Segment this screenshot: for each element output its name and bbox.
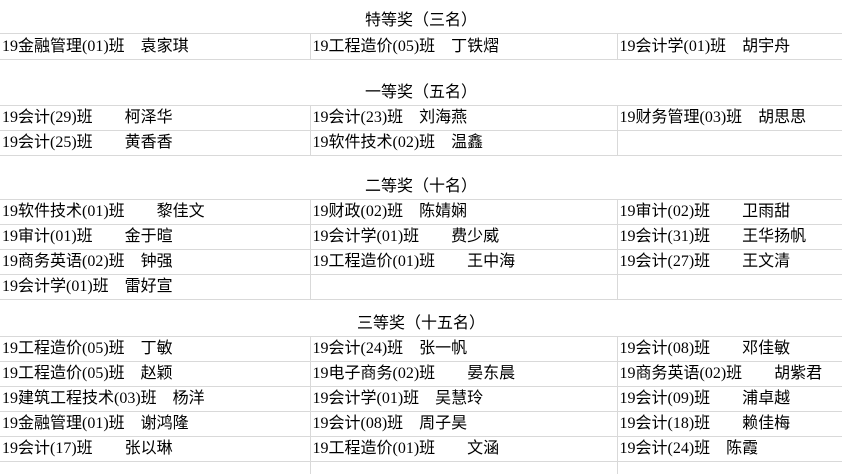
table-row: 19会计学(01)班 雷好宣 (0, 274, 842, 300)
award-cell: 19商务英语(02)班 胡紫君 (616, 361, 842, 387)
award-cell: 19会计学(01)班 吴慧玲 (309, 386, 618, 412)
section-gap (0, 156, 842, 174)
award-cell: 19会计(27)班 王文清 (616, 249, 842, 275)
table-row: 19建筑工程技术(03)班 杨洋 19会计学(01)班 吴慧玲 19会计(09)… (0, 386, 842, 412)
top-spacer (0, 0, 842, 8)
award-cell-empty (616, 274, 842, 300)
award-cell: 19软件技术(01)班 黎佳文 (0, 199, 311, 225)
award-table-second-prize: 19软件技术(01)班 黎佳文 19财政(02)班 陈婧娴 19审计(02)班 … (0, 199, 842, 300)
award-table-first-prize: 19会计(29)班 柯泽华 19会计(23)班 刘海燕 19财务管理(03)班 … (0, 105, 842, 156)
award-cell: 19工程造价(05)班 赵颖 (0, 361, 311, 387)
table-row: 19会计(25)班 黄香香 19软件技术(02)班 温鑫 (0, 130, 842, 156)
section-gap (0, 300, 842, 311)
award-cell: 19会计学(01)班 雷好宣 (0, 274, 311, 300)
award-cell: 19会计(23)班 刘海燕 (309, 105, 618, 131)
award-cell: 19财务管理(03)班 胡思思 (616, 105, 842, 131)
award-cell: 19会计(08)班 周子昊 (309, 411, 618, 437)
section-title-third-prize: 三等奖（十五名） (356, 315, 485, 332)
award-cell: 19会计(31)班 王华扬帆 (616, 224, 842, 250)
award-cell-empty (616, 461, 842, 474)
section-title-special-prize: 特等奖（三名） (364, 12, 477, 29)
award-cell: 19会计(25)班 黄香香 (0, 130, 311, 156)
award-cell: 19商务英语(02)班 钟强 (0, 249, 311, 275)
award-cell: 19会计(08)班 邓佳敏 (616, 336, 842, 362)
table-row: 19软件技术(01)班 黎佳文 19财政(02)班 陈婧娴 19审计(02)班 … (0, 199, 842, 225)
award-cell: 19软件技术(02)班 温鑫 (309, 130, 618, 156)
award-cell: 19电子商务(02)班 晏东晨 (309, 361, 618, 387)
award-cell-empty (0, 461, 311, 474)
table-row-trailing-empty (0, 461, 842, 474)
award-cell: 19会计(18)班 赖佳梅 (616, 411, 842, 437)
award-cell: 19建筑工程技术(03)班 杨洋 (0, 386, 311, 412)
section-gap (0, 60, 842, 80)
award-cell: 19工程造价(05)班 丁铁熠 (309, 33, 618, 60)
section-title-first-prize: 一等奖（五名） (364, 84, 477, 101)
award-cell: 19工程造价(01)班 王中海 (309, 249, 618, 275)
award-cell: 19会计(29)班 柯泽华 (0, 105, 311, 131)
table-row: 19工程造价(05)班 丁敏 19会计(24)班 张一帆 19会计(08)班 邓… (0, 336, 842, 362)
award-cell: 19金融管理(01)班 谢鸿隆 (0, 411, 311, 437)
award-table-third-prize: 19工程造价(05)班 丁敏 19会计(24)班 张一帆 19会计(08)班 邓… (0, 336, 842, 474)
award-cell: 19财政(02)班 陈婧娴 (309, 199, 618, 225)
award-table-special-prize: 19金融管理(01)班 袁家琪 19工程造价(05)班 丁铁熠 19会计学(01… (0, 33, 842, 60)
award-cell: 19会计(24)班 张一帆 (309, 336, 618, 362)
table-row: 19会计(17)班 张以琳 19工程造价(01)班 文涵 19会计(24)班 陈… (0, 436, 842, 462)
table-row: 19金融管理(01)班 袁家琪 19工程造价(05)班 丁铁熠 19会计学(01… (0, 33, 842, 60)
table-row: 19工程造价(05)班 赵颖 19电子商务(02)班 晏东晨 19商务英语(02… (0, 361, 842, 387)
award-cell: 19会计学(01)班 费少威 (309, 224, 618, 250)
award-cell: 19工程造价(01)班 文涵 (309, 436, 618, 462)
award-cell: 19金融管理(01)班 袁家琪 (0, 33, 311, 60)
award-cell: 19审计(01)班 金于暄 (0, 224, 311, 250)
table-row: 19审计(01)班 金于暄 19会计学(01)班 费少威 19会计(31)班 王… (0, 224, 842, 250)
award-cell-empty (309, 461, 618, 474)
award-cell: 19会计(17)班 张以琳 (0, 436, 311, 462)
award-cell-empty (616, 130, 842, 156)
table-row: 19会计(29)班 柯泽华 19会计(23)班 刘海燕 19财务管理(03)班 … (0, 105, 842, 131)
table-row: 19金融管理(01)班 谢鸿隆 19会计(08)班 周子昊 19会计(18)班 … (0, 411, 842, 437)
table-row: 19商务英语(02)班 钟强 19工程造价(01)班 王中海 19会计(27)班… (0, 249, 842, 275)
award-cell-empty (309, 274, 618, 300)
award-cell: 19审计(02)班 卫雨甜 (616, 199, 842, 225)
section-title-second-prize: 二等奖（十名） (364, 178, 477, 195)
award-cell: 19会计学(01)班 胡宇舟 (616, 33, 842, 60)
award-cell: 19工程造价(05)班 丁敏 (0, 336, 311, 362)
award-cell: 19会计(24)班 陈霞 (616, 436, 842, 462)
award-cell: 19会计(09)班 浦卓越 (616, 386, 842, 412)
